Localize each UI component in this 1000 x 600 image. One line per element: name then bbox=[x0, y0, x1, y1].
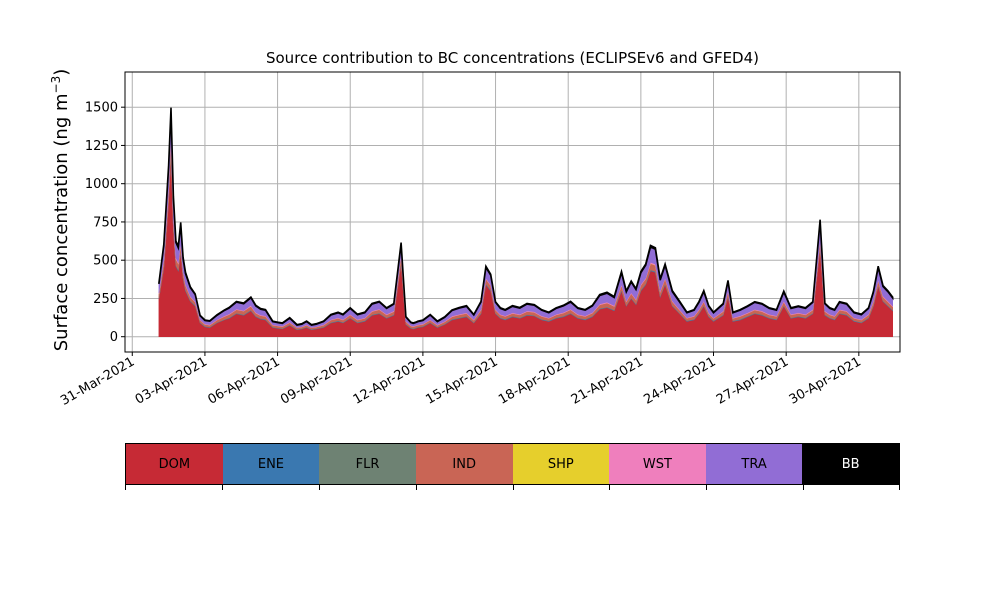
y-tick-label: 1500 bbox=[85, 101, 118, 116]
y-axis-label-close: ) bbox=[51, 69, 72, 76]
legend-tick-mark bbox=[125, 485, 126, 490]
legend-tick-mark bbox=[899, 485, 900, 490]
legend-colorbar: DOM ENE FLR IND SHP WST TRA BB bbox=[125, 443, 900, 485]
y-axis-label: Surface concentration (ng m−3) bbox=[49, 69, 72, 352]
x-tick-label: 31-Mar-2021 bbox=[58, 354, 137, 408]
x-tick-label: 03-Apr-2021 bbox=[133, 354, 210, 407]
legend-item-bb: BB bbox=[802, 444, 899, 484]
legend-item-ene: ENE bbox=[222, 444, 320, 484]
x-tick-label: 18-Apr-2021 bbox=[496, 354, 573, 407]
legend-item-shp: SHP bbox=[512, 444, 610, 484]
legend-item-wst: WST bbox=[609, 444, 706, 484]
x-tick-label: 21-Apr-2021 bbox=[569, 354, 646, 407]
x-tick-label: 12-Apr-2021 bbox=[351, 354, 428, 407]
y-axis-label-main: Surface concentration (ng m bbox=[51, 93, 72, 351]
x-tick-label: 24-Apr-2021 bbox=[641, 354, 718, 407]
x-tick-label: 06-Apr-2021 bbox=[205, 354, 282, 407]
y-tick-label: 500 bbox=[93, 254, 118, 269]
stacked-area-layer bbox=[158, 107, 894, 337]
legend-label-ind: IND bbox=[452, 456, 476, 472]
legend-tick-mark bbox=[803, 485, 805, 490]
legend-label-tra: TRA bbox=[741, 456, 767, 472]
legend-tick-row bbox=[125, 485, 900, 491]
plot-frame bbox=[124, 71, 901, 353]
legend-label-dom: DOM bbox=[158, 456, 191, 472]
legend-tick-mark bbox=[512, 485, 514, 490]
legend-tick-mark bbox=[415, 485, 417, 490]
legend-label-wst: WST bbox=[642, 456, 672, 472]
legend-label-ene: ENE bbox=[257, 456, 285, 472]
y-tick-label: 1250 bbox=[85, 139, 118, 154]
area-series-bb bbox=[158, 107, 894, 326]
legend-tick-mark bbox=[318, 485, 320, 490]
chart-title: Source contribution to BC concentrations… bbox=[266, 49, 759, 67]
y-tick-label: 0 bbox=[110, 330, 118, 345]
legend-tick-mark bbox=[706, 485, 708, 490]
axes-layer bbox=[124, 71, 901, 353]
legend-item-tra: TRA bbox=[705, 444, 803, 484]
y-tick-label: 1000 bbox=[85, 177, 118, 192]
legend-tick-mark bbox=[609, 485, 611, 490]
legend-item-ind: IND bbox=[415, 444, 513, 484]
x-tick-label: 09-Apr-2021 bbox=[278, 354, 355, 407]
y-axis-label-superscript: −3 bbox=[49, 76, 63, 94]
legend-label-bb: BB bbox=[841, 456, 860, 472]
legend-tick-mark bbox=[221, 485, 223, 490]
x-tick-label: 30-Apr-2021 bbox=[787, 354, 864, 407]
x-tick-label: 15-Apr-2021 bbox=[423, 354, 500, 407]
legend-item-flr: FLR bbox=[319, 444, 416, 484]
y-tick-label: 250 bbox=[93, 292, 118, 307]
legend-label-shp: SHP bbox=[547, 456, 574, 472]
x-tick-label: 27-Apr-2021 bbox=[714, 354, 791, 407]
legend-item-dom: DOM bbox=[126, 444, 223, 484]
y-tick-label: 750 bbox=[93, 215, 118, 230]
legend-label-flr: FLR bbox=[355, 456, 380, 472]
